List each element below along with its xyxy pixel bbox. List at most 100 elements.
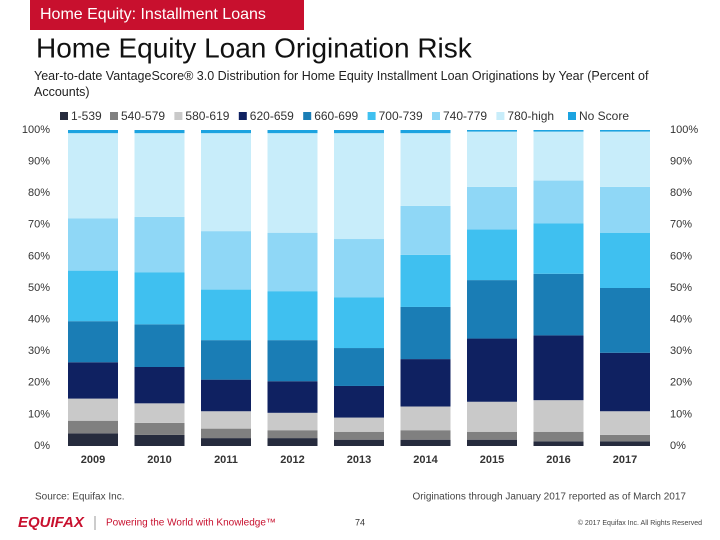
bar-segment: [400, 306, 451, 360]
bar-segment: [201, 289, 251, 341]
bar-segment: [68, 398, 118, 421]
bar-segment: [134, 216, 185, 273]
legend-swatch: [60, 112, 68, 120]
x-tick-label: 2014: [413, 454, 438, 466]
logo: EQUIFAX: [18, 514, 85, 531]
x-tick-label: 2013: [347, 454, 371, 466]
bar-segment: [533, 273, 584, 336]
bar-segment: [68, 270, 118, 322]
bar-segment: [600, 352, 650, 412]
subtitle-box: Year-to-date VantageScore® 3.0 Distribut…: [34, 69, 648, 99]
bar-segment: [400, 205, 451, 255]
bar-segment: [201, 340, 251, 380]
legend-label: No Score: [579, 109, 629, 123]
legend-swatch: [174, 112, 183, 120]
bar-segment: [467, 431, 517, 440]
legend-swatch: [238, 112, 247, 120]
y2-tick-label: 10%: [670, 408, 692, 420]
x-tick-label: 2016: [546, 454, 570, 466]
bar-segment: [134, 130, 185, 134]
bar-segment: [600, 441, 650, 446]
y-tick-label: 40%: [28, 314, 50, 326]
y2-tick-label: 30%: [670, 345, 692, 357]
legend-swatch: [110, 112, 118, 120]
bar-segment: [68, 218, 118, 271]
note: Originations through January 2017 report…: [412, 492, 686, 503]
bar-segment: [467, 186, 517, 230]
bar-segment: [201, 411, 251, 429]
y-tick-label: 80%: [28, 187, 50, 199]
x-tick-label: 2009: [81, 454, 105, 466]
y-tick-label: 70%: [28, 219, 50, 231]
y2-tick-label: 40%: [670, 314, 692, 326]
legend-swatch: [367, 112, 376, 120]
legend-swatch: [303, 112, 312, 120]
bar-segment: [400, 254, 451, 307]
bar-segment: [201, 133, 251, 232]
bar-segment: [334, 431, 384, 440]
y2-tick-label: 20%: [670, 377, 692, 389]
bar-segment: [467, 439, 517, 446]
bar-segment: [334, 133, 384, 240]
bar-segment: [68, 133, 118, 219]
bar-segment: [334, 439, 384, 446]
bar-segment: [134, 422, 185, 435]
y-tick-label: 10%: [28, 408, 50, 420]
bar-segment: [533, 335, 584, 401]
y-tick-label: 50%: [28, 282, 50, 294]
bar-segment: [68, 433, 118, 446]
legend-label: 700-739: [379, 109, 423, 123]
bar-segment: [600, 434, 650, 442]
bar-segment: [134, 367, 185, 404]
bar-segment: [533, 223, 584, 274]
bar-segment: [334, 297, 384, 349]
y2-tick-label: 90%: [670, 156, 692, 168]
x-tick-label: 2017: [613, 454, 637, 466]
legend-swatch: [568, 112, 576, 120]
y-tick-label: 0%: [34, 440, 50, 452]
y-tick-label: 30%: [28, 345, 50, 357]
bar-segment: [334, 130, 384, 134]
bar-segment: [533, 180, 584, 224]
bar-segment: [400, 359, 451, 407]
y2-tick-label: 80%: [670, 187, 692, 199]
y-tick-label: 90%: [28, 156, 50, 168]
legend-swatch: [496, 112, 505, 120]
bar-segment: [400, 130, 451, 134]
bar-segment: [201, 438, 251, 446]
bar-segment: [334, 417, 384, 432]
bar-segment: [201, 379, 251, 412]
section-label: Home Equity: Installment Loans: [40, 6, 266, 23]
bar-segment: [201, 428, 251, 439]
legend-label: 580-619: [185, 109, 229, 123]
bar-segment: [267, 438, 318, 446]
bar-segment: [533, 130, 584, 132]
bar-segment: [267, 291, 318, 341]
bar-segment: [201, 130, 251, 134]
y2-tick-label: 50%: [670, 282, 692, 294]
bar-segment: [467, 130, 517, 132]
bar-segment: [68, 420, 118, 434]
bar-segment: [201, 231, 251, 290]
bar-segment: [533, 131, 584, 181]
bar-segment: [267, 430, 318, 439]
bar-segment: [600, 130, 650, 132]
bar-segment: [267, 133, 318, 233]
bar-segment: [600, 288, 650, 353]
legend-swatch: [432, 112, 440, 120]
bar-segment: [68, 130, 118, 134]
x-tick-label: 2015: [480, 454, 504, 466]
bar-segment: [134, 133, 185, 217]
x-tick-label: 2011: [214, 454, 238, 466]
x-tick-label: 2010: [147, 454, 171, 466]
bar-segment: [467, 131, 517, 187]
bar-segment: [400, 430, 451, 440]
y2-tick-label: 60%: [670, 250, 692, 262]
bar-segment: [467, 401, 517, 432]
bar-segment: [467, 338, 517, 402]
bar-segment: [134, 324, 185, 367]
legend-label: 740-779: [443, 109, 487, 123]
bar-segment: [267, 340, 318, 382]
page-number: 74: [355, 517, 365, 527]
